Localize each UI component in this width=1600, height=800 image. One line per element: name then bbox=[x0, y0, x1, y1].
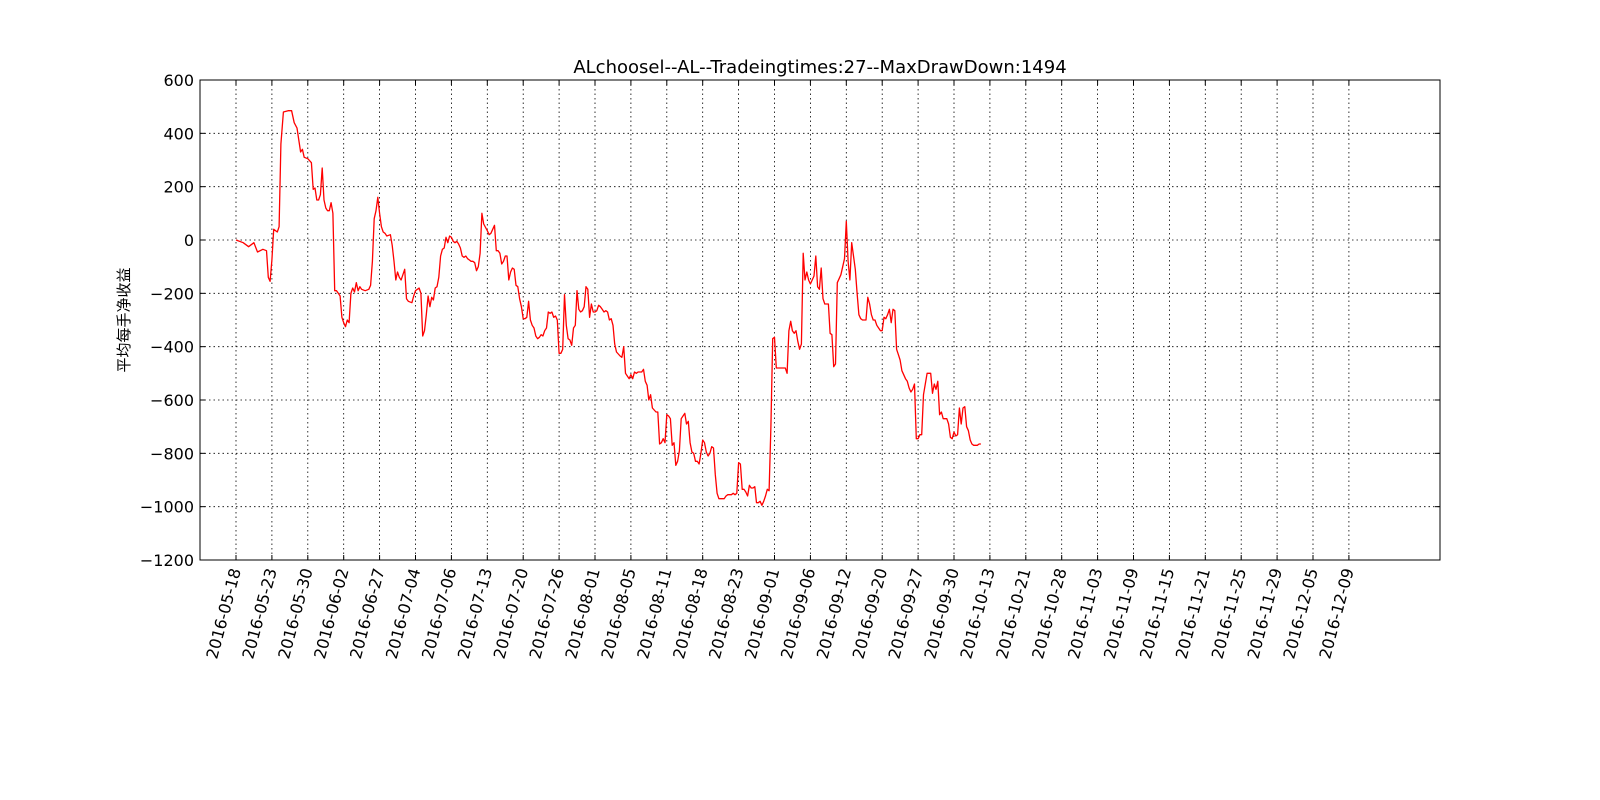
plot-frame bbox=[199, 79, 1441, 561]
y-tick-label: −1200 bbox=[140, 551, 194, 570]
y-tick-label: −600 bbox=[150, 391, 194, 410]
series-line bbox=[235, 110, 981, 506]
y-tick-label: −200 bbox=[150, 284, 194, 303]
chart-title: ALchoosel--AL--Tradeingtimes:27--MaxDraw… bbox=[573, 57, 1066, 78]
y-tick-label: 600 bbox=[163, 71, 194, 90]
grid-lines bbox=[200, 80, 1440, 560]
y-tick-label: 200 bbox=[163, 178, 194, 197]
y-axis-label: 平均每手净收益 bbox=[115, 267, 133, 372]
y-axis-ticks: 600 400 200 0 −200 −400 −600 −800 −1000 −1200 bbox=[140, 71, 1440, 570]
y-tick-label: −1000 bbox=[140, 498, 194, 517]
y-tick-label: −800 bbox=[150, 444, 194, 463]
y-tick-label: −400 bbox=[150, 338, 194, 357]
series-layer bbox=[235, 110, 981, 506]
y-tick-label: 400 bbox=[163, 124, 194, 143]
y-tick-label: 0 bbox=[184, 231, 194, 250]
